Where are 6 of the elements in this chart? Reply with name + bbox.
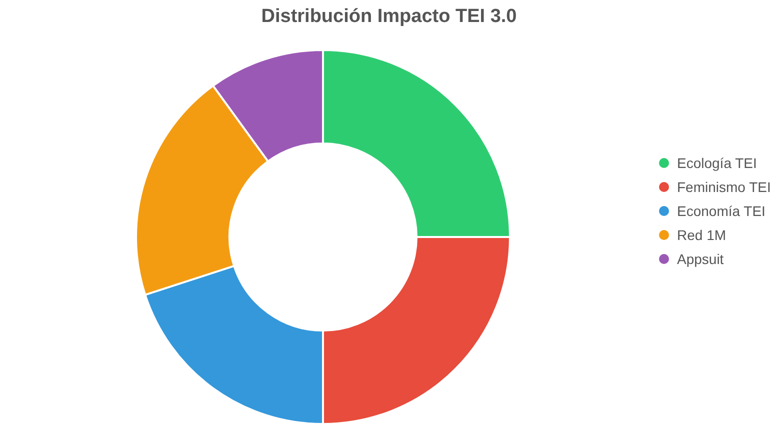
legend-label: Economía TEI <box>677 203 766 219</box>
legend-label: Red 1M <box>677 227 726 243</box>
chart-title: Distribución Impacto TEI 3.0 <box>261 6 517 27</box>
legend-label: Feminismo TEI <box>677 179 771 195</box>
legend-label: Appsuit <box>677 251 724 267</box>
legend-label: Ecología TEI <box>677 155 757 171</box>
